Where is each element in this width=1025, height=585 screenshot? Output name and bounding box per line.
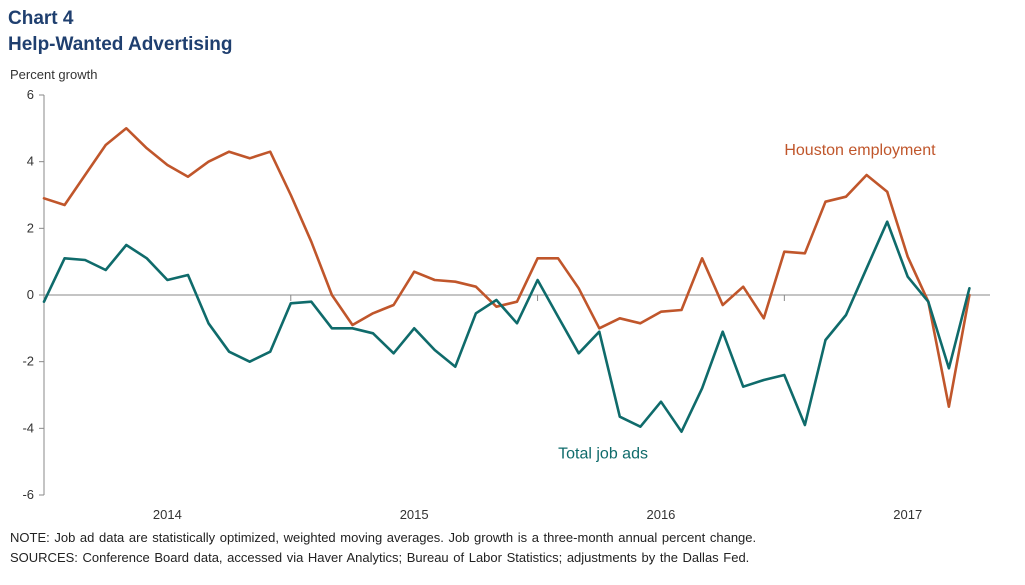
- footnote-note: NOTE: Job ad data are statistically opti…: [10, 530, 757, 545]
- y-tick-label: -4: [22, 420, 34, 435]
- series-layer: [42, 127, 971, 434]
- y-tick-label: 6: [27, 87, 34, 102]
- y-tick-label: -6: [22, 487, 34, 502]
- annotation-layer: Houston employment Total job ads: [558, 142, 936, 462]
- title-block: Chart 4 Help-Wanted Advertising: [8, 6, 233, 58]
- chart-title: Help-Wanted Advertising: [8, 34, 233, 55]
- y-axis-label: Percent growth: [10, 67, 97, 82]
- x-tick-label: 2014: [153, 507, 182, 522]
- y-tick-label: 0: [27, 287, 34, 302]
- axes: 6 4 2 0 -2 -4 -6 2014 2015 2016 2017: [22, 87, 990, 522]
- footnote-sources: SOURCES: Conference Board data, accessed…: [10, 550, 750, 565]
- y-tick-label: 4: [27, 154, 34, 169]
- y-tick-label: 2: [27, 220, 34, 235]
- x-tick-label: 2015: [400, 507, 429, 522]
- total-job-ads-label: Total job ads: [558, 445, 648, 462]
- footnotes: NOTE: Job ad data are statistically opti…: [10, 528, 756, 568]
- y-tick-label: -2: [22, 354, 34, 369]
- chart-number: Chart 4: [8, 8, 74, 29]
- x-tick-label: 2016: [646, 507, 675, 522]
- houston-employment-line: [42, 127, 971, 409]
- houston-employment-label: Houston employment: [784, 142, 936, 159]
- total-job-ads-line: [42, 220, 971, 434]
- x-tick-label: 2017: [893, 507, 922, 522]
